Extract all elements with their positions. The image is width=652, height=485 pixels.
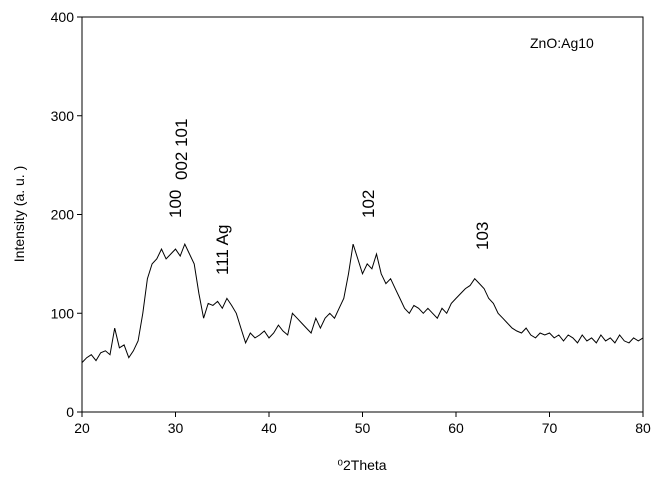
x-tick-label: 30 [168, 420, 184, 436]
legend-text: ZnO:Ag10 [530, 35, 594, 51]
peak-label: 002 101 [172, 119, 191, 180]
peak-label: 103 [473, 222, 492, 250]
y-tick-label: 400 [51, 9, 75, 25]
x-tick-label: 80 [635, 420, 651, 436]
peak-label: 100 [166, 190, 185, 218]
x-tick-label: 50 [355, 420, 371, 436]
x-tick-label: 20 [74, 420, 90, 436]
peak-label: 102 [359, 190, 378, 218]
x-axis-label: ⁰2Theta [337, 457, 386, 473]
y-tick-label: 200 [51, 207, 75, 223]
x-tick-label: 40 [261, 420, 277, 436]
peak-label: 111 Ag [213, 225, 232, 275]
y-tick-label: 0 [66, 404, 74, 420]
y-axis-label: Intensity (a. u. ) [11, 166, 27, 262]
y-tick-label: 300 [51, 108, 75, 124]
y-tick-label: 100 [51, 305, 75, 321]
x-tick-label: 70 [542, 420, 558, 436]
data-line [81, 242, 644, 363]
x-tick-label: 60 [448, 420, 464, 436]
